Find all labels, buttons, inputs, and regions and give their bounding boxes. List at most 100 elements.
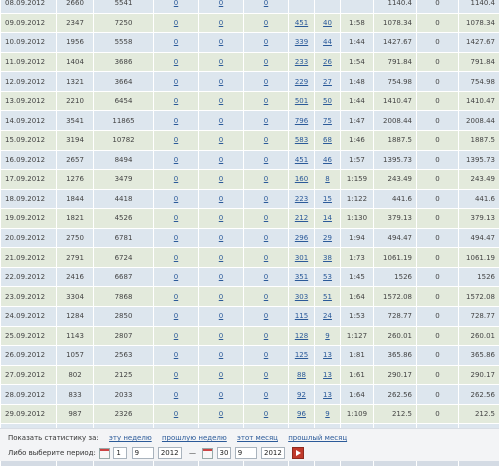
cell-link[interactable]: 0 bbox=[264, 332, 268, 340]
from-month-input[interactable]: 9 bbox=[132, 447, 154, 459]
from-day-input[interactable]: 1 bbox=[113, 447, 127, 459]
cell-link[interactable]: 9 bbox=[325, 410, 329, 418]
cell-link[interactable]: 0 bbox=[264, 293, 268, 301]
cell-link[interactable]: 92 bbox=[297, 391, 306, 399]
cell-link[interactable]: 13 bbox=[323, 371, 332, 379]
cell-link[interactable]: 0 bbox=[174, 234, 178, 242]
cell-link[interactable]: 0 bbox=[264, 410, 268, 418]
cell-link[interactable]: 0 bbox=[264, 312, 268, 320]
from-year-input[interactable]: 2012 bbox=[158, 447, 182, 459]
cell-link[interactable]: 0 bbox=[264, 97, 268, 105]
cell-link[interactable]: 0 bbox=[219, 332, 223, 340]
cell-link[interactable]: 0 bbox=[174, 351, 178, 359]
cell-link[interactable]: 51 bbox=[323, 293, 332, 301]
cell-link[interactable]: 351 bbox=[295, 273, 308, 281]
cell-link[interactable]: 125 bbox=[295, 351, 308, 359]
cell-link[interactable]: 0 bbox=[264, 254, 268, 262]
cell-link[interactable]: 0 bbox=[219, 293, 223, 301]
cell-link[interactable]: 0 bbox=[264, 38, 268, 46]
cell-link[interactable]: 50 bbox=[323, 97, 332, 105]
this-month-link[interactable]: этот месяц bbox=[237, 434, 278, 442]
cell-link[interactable]: 0 bbox=[174, 156, 178, 164]
cell-link[interactable]: 115 bbox=[295, 312, 308, 320]
cell-link[interactable]: 0 bbox=[174, 19, 178, 27]
cell-link[interactable]: 0 bbox=[264, 351, 268, 359]
cell-link[interactable]: 0 bbox=[174, 391, 178, 399]
cell-link[interactable]: 0 bbox=[174, 410, 178, 418]
cell-link[interactable]: 0 bbox=[264, 371, 268, 379]
cell-link[interactable]: 29 bbox=[323, 234, 332, 242]
cell-link[interactable]: 0 bbox=[174, 117, 178, 125]
cell-link[interactable]: 0 bbox=[174, 58, 178, 66]
cell-link[interactable]: 26 bbox=[323, 58, 332, 66]
cell-link[interactable]: 0 bbox=[264, 19, 268, 27]
cell-link[interactable]: 223 bbox=[295, 195, 308, 203]
cell-link[interactable]: 0 bbox=[219, 312, 223, 320]
cell-link[interactable]: 583 bbox=[295, 136, 308, 144]
cell-link[interactable]: 53 bbox=[323, 273, 332, 281]
cell-link[interactable]: 0 bbox=[219, 195, 223, 203]
cell-link[interactable]: 0 bbox=[174, 332, 178, 340]
cell-link[interactable]: 296 bbox=[295, 234, 308, 242]
cell-link[interactable]: 0 bbox=[219, 117, 223, 125]
cell-link[interactable]: 0 bbox=[174, 371, 178, 379]
cell-link[interactable]: 0 bbox=[219, 0, 223, 7]
cell-link[interactable]: 0 bbox=[264, 0, 268, 7]
cell-link[interactable]: 0 bbox=[264, 273, 268, 281]
cell-link[interactable]: 0 bbox=[174, 78, 178, 86]
cell-link[interactable]: 0 bbox=[219, 38, 223, 46]
cell-link[interactable]: 0 bbox=[219, 78, 223, 86]
cell-link[interactable]: 0 bbox=[264, 234, 268, 242]
to-year-input[interactable]: 2012 bbox=[261, 447, 285, 459]
cell-link[interactable]: 796 bbox=[295, 117, 308, 125]
cell-link[interactable]: 75 bbox=[323, 117, 332, 125]
cell-link[interactable]: 451 bbox=[295, 156, 308, 164]
cell-link[interactable]: 0 bbox=[219, 97, 223, 105]
cell-link[interactable]: 24 bbox=[323, 312, 332, 320]
cell-link[interactable]: 0 bbox=[264, 175, 268, 183]
cell-link[interactable]: 0 bbox=[174, 312, 178, 320]
cell-link[interactable]: 0 bbox=[219, 19, 223, 27]
to-month-input[interactable]: 9 bbox=[235, 447, 257, 459]
cell-link[interactable]: 9 bbox=[325, 332, 329, 340]
cell-link[interactable]: 88 bbox=[297, 371, 306, 379]
calendar-icon[interactable] bbox=[99, 448, 110, 459]
cell-link[interactable]: 0 bbox=[219, 391, 223, 399]
cell-link[interactable]: 0 bbox=[174, 97, 178, 105]
cell-link[interactable]: 8 bbox=[325, 175, 329, 183]
cell-link[interactable]: 68 bbox=[323, 136, 332, 144]
cell-link[interactable]: 13 bbox=[323, 391, 332, 399]
cell-link[interactable]: 0 bbox=[219, 371, 223, 379]
cell-link[interactable]: 0 bbox=[219, 273, 223, 281]
last-month-link[interactable]: прошлый месяц bbox=[288, 434, 347, 442]
cell-link[interactable]: 0 bbox=[174, 254, 178, 262]
cell-link[interactable]: 14 bbox=[323, 214, 332, 222]
cell-link[interactable]: 27 bbox=[323, 78, 332, 86]
cell-link[interactable]: 0 bbox=[219, 58, 223, 66]
cell-link[interactable]: 0 bbox=[264, 136, 268, 144]
cell-link[interactable]: 44 bbox=[323, 38, 332, 46]
cell-link[interactable]: 160 bbox=[295, 175, 308, 183]
cell-link[interactable]: 0 bbox=[174, 175, 178, 183]
cell-link[interactable]: 233 bbox=[295, 58, 308, 66]
cell-link[interactable]: 0 bbox=[264, 78, 268, 86]
cell-link[interactable]: 451 bbox=[295, 19, 308, 27]
cell-link[interactable]: 13 bbox=[323, 351, 332, 359]
cell-link[interactable]: 0 bbox=[219, 351, 223, 359]
cell-link[interactable]: 0 bbox=[219, 410, 223, 418]
cell-link[interactable]: 0 bbox=[219, 234, 223, 242]
cell-link[interactable]: 0 bbox=[264, 391, 268, 399]
cell-link[interactable]: 0 bbox=[174, 38, 178, 46]
cell-link[interactable]: 0 bbox=[264, 156, 268, 164]
cell-link[interactable]: 501 bbox=[295, 97, 308, 105]
cell-link[interactable]: 0 bbox=[174, 0, 178, 7]
cell-link[interactable]: 0 bbox=[174, 293, 178, 301]
cell-link[interactable]: 15 bbox=[323, 195, 332, 203]
cell-link[interactable]: 0 bbox=[174, 195, 178, 203]
cell-link[interactable]: 0 bbox=[264, 117, 268, 125]
cell-link[interactable]: 303 bbox=[295, 293, 308, 301]
cell-link[interactable]: 40 bbox=[323, 19, 332, 27]
calendar-icon[interactable] bbox=[202, 448, 213, 459]
cell-link[interactable]: 339 bbox=[295, 38, 308, 46]
cell-link[interactable]: 128 bbox=[295, 332, 308, 340]
